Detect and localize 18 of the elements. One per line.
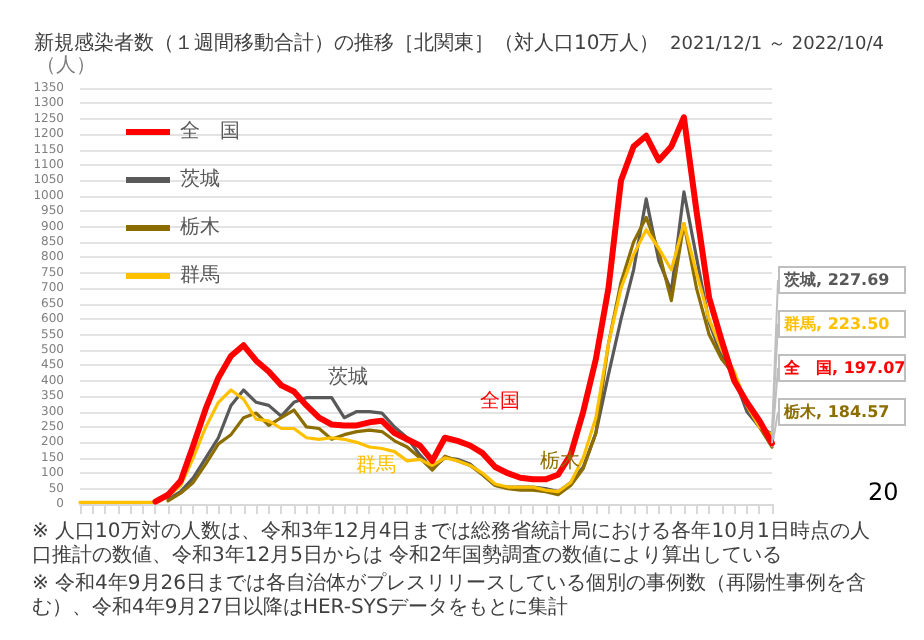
text: ※ 令和4年9月26日までは各自治体がプレスリリースしている個別の事例数（再陽性事例を含む）、令和4年9月27日以降はHER-SYSデータをもとに集計: [32, 571, 867, 619]
legend-label: 茨城: [180, 167, 220, 191]
text: 20: [868, 478, 899, 506]
y-axis-title: （人）: [36, 55, 96, 77]
legend-label: 全 国: [180, 119, 240, 143]
data-label: 全 国, 197.07: [782, 359, 906, 377]
data-label: 群馬, 223.50: [782, 315, 891, 333]
annotation: 全国: [480, 389, 520, 413]
legend-label: 群馬: [180, 263, 220, 287]
annotation: 茨城: [328, 365, 368, 389]
data-label: 栃木, 184.57: [782, 403, 890, 421]
chart-title: 新規感染者数（１週間移動合計）の推移［北関東］（対人口10万人）: [34, 31, 660, 55]
chart-subtitle: 2021/12/1 ～ 2022/10/4: [670, 35, 885, 55]
data-label: 茨城, 227.69: [782, 271, 891, 289]
legend-label: 栃木: [180, 215, 220, 239]
annotation: 群馬: [356, 453, 396, 477]
text: ※ 人口10万対の人数は、令和3年12月4日までは総務省統計局における各年10月1日時点の人口推計の数値、令和3年12月5日からは 令和2年国勢調査の数値により算出している: [32, 519, 870, 567]
line-series: [152, 114, 775, 505]
